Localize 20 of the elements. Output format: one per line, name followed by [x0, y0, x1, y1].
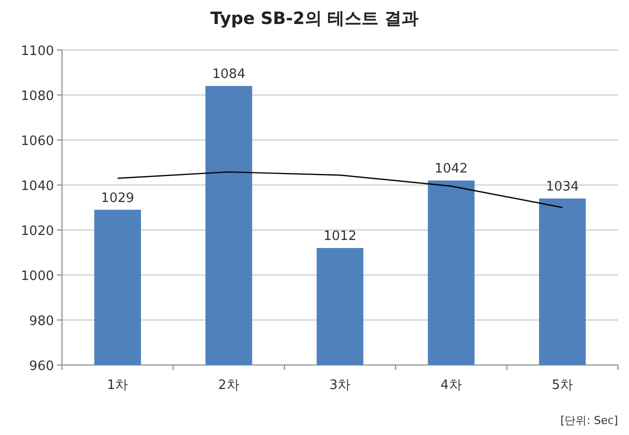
text: [단위: Sec] — [560, 414, 618, 427]
x-tick-label: 1차 — [106, 378, 128, 393]
y-tick-label: 1000 — [20, 269, 54, 284]
x-tick-label: 4차 — [440, 378, 462, 393]
x-tick-label: 2차 — [218, 378, 240, 393]
x-tick-label: 5차 — [552, 378, 574, 393]
y-tick-label: 1020 — [20, 224, 54, 239]
y-tick-label: 980 — [29, 314, 54, 329]
data-label: 1084 — [212, 67, 246, 82]
data-label: 1029 — [101, 190, 134, 206]
y-tick-label: 1060 — [20, 134, 54, 149]
data-label: 1034 — [546, 180, 579, 194]
chart-title: Type SB-2의 테스트 결과 — [210, 9, 419, 29]
data-label: 1012 — [323, 229, 357, 244]
y-tick-label: 1040 — [20, 179, 54, 194]
y-tick-label: 960 — [29, 359, 54, 374]
x-tick-label: 3차 — [329, 378, 351, 393]
data-label: 1042 — [434, 162, 468, 176]
y-tick-label: 1080 — [20, 89, 54, 104]
y-tick-label: 1100 — [20, 44, 54, 59]
